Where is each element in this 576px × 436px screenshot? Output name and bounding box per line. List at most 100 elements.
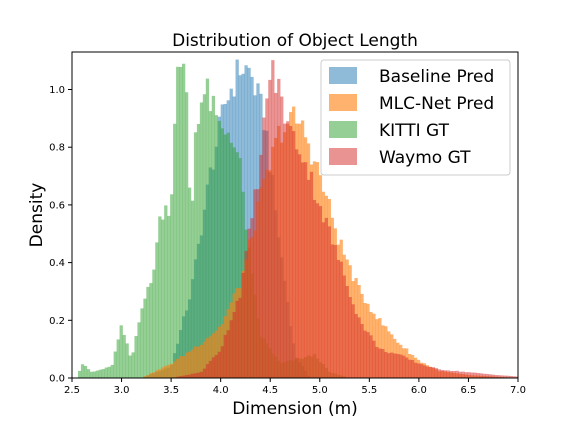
- histogram-bar: [131, 352, 134, 378]
- histogram-bar: [143, 299, 146, 378]
- histogram-bar: [325, 218, 328, 378]
- histogram-bar: [473, 373, 476, 378]
- histogram-bar: [253, 189, 256, 378]
- histogram-bar: [357, 317, 360, 378]
- histogram-bar: [194, 373, 197, 378]
- histogram-bar: [203, 369, 206, 378]
- histogram-bar: [134, 336, 137, 378]
- histogram-bar: [197, 373, 200, 378]
- histogram-bar: [405, 358, 408, 378]
- histogram-bar: [161, 220, 164, 378]
- histogram-bar: [194, 132, 197, 378]
- histogram-bar: [256, 189, 259, 378]
- histogram-bar: [289, 126, 292, 378]
- histogram-bar: [182, 64, 185, 378]
- histogram-bar: [173, 124, 176, 378]
- histogram-bar: [185, 353, 188, 378]
- histogram-bar: [185, 92, 188, 378]
- histogram-bar: [137, 322, 140, 378]
- histogram-bar: [188, 352, 191, 378]
- histogram-bar: [170, 364, 173, 378]
- histogram-bar: [244, 251, 247, 378]
- histogram-bar: [464, 372, 467, 378]
- histogram-bar: [173, 361, 176, 378]
- histogram-bar: [203, 94, 206, 378]
- histogram-bar: [441, 370, 444, 378]
- histogram-bar: [307, 180, 310, 378]
- histogram-bar: [417, 363, 420, 378]
- histogram-bar: [176, 359, 179, 378]
- histogram-bar: [170, 194, 173, 378]
- histogram-bar: [349, 297, 352, 378]
- histogram-bar: [393, 353, 396, 378]
- histogram-bar: [304, 162, 307, 378]
- histogram-bar: [111, 365, 114, 378]
- histogram-bar: [444, 370, 447, 378]
- histogram-bar: [334, 245, 337, 378]
- legend-label: Waymo GT: [379, 148, 471, 168]
- histogram-bar: [102, 369, 105, 378]
- histogram-bar: [476, 373, 479, 378]
- histogram-bar: [209, 361, 212, 378]
- histogram-bar: [414, 363, 417, 378]
- histogram-bar: [292, 131, 295, 378]
- x-tick-label: 7.0: [510, 385, 526, 396]
- histogram-bar: [301, 162, 304, 378]
- y-tick-label: 0.6: [49, 200, 65, 211]
- histogram-bar: [429, 367, 432, 378]
- histogram-bar: [84, 366, 87, 378]
- histogram-bar: [274, 93, 277, 378]
- histogram-bar: [420, 364, 423, 378]
- histogram-bar: [114, 352, 117, 378]
- histogram-bar: [117, 339, 120, 378]
- histogram-bar: [423, 365, 426, 378]
- histogram-bar: [435, 368, 438, 378]
- histogram-bar: [247, 229, 250, 378]
- histogram-bar: [167, 216, 170, 378]
- histogram-bar: [340, 262, 343, 378]
- histogram-bar: [99, 370, 102, 378]
- legend-label: Baseline Pred: [379, 67, 494, 87]
- x-axis-label: Dimension (m): [232, 399, 358, 419]
- histogram-bar: [283, 124, 286, 378]
- histogram-bar: [331, 244, 334, 378]
- histogram-bar: [271, 60, 274, 378]
- histogram-bar: [491, 375, 494, 378]
- histogram-bar: [447, 370, 450, 378]
- histogram-bar: [179, 356, 182, 378]
- histogram-bar: [337, 260, 340, 378]
- histogram-bar: [390, 353, 393, 378]
- histogram-bar: [369, 335, 372, 378]
- histogram-bar: [259, 155, 262, 378]
- histogram-bar: [194, 346, 197, 378]
- histogram-bar: [152, 270, 155, 378]
- histogram-bar: [316, 203, 319, 378]
- histogram-bar: [233, 312, 236, 378]
- histogram-bar: [459, 372, 462, 378]
- histogram-bar: [182, 356, 185, 378]
- histogram-bar: [78, 371, 81, 378]
- histogram-bar: [191, 374, 194, 378]
- histogram-bar: [218, 352, 221, 378]
- y-tick-label: 0.8: [49, 143, 65, 154]
- histogram-bar: [363, 331, 366, 378]
- x-tick-label: 6.5: [460, 385, 476, 396]
- x-tick-label: 5.5: [361, 385, 377, 396]
- histogram-bar: [224, 335, 227, 378]
- histogram-bar: [146, 287, 149, 378]
- histogram-bar: [188, 375, 191, 378]
- x-tick-label: 6.0: [411, 385, 427, 396]
- histogram-bar: [488, 374, 491, 378]
- histogram-bar: [227, 330, 230, 378]
- y-axis-label: Density: [27, 183, 47, 248]
- histogram-bar: [236, 301, 239, 378]
- histogram-bar: [313, 200, 316, 378]
- histogram-bar: [479, 373, 482, 378]
- histogram-bar: [438, 369, 441, 378]
- histogram-bar: [319, 206, 322, 378]
- histogram-bar: [152, 372, 155, 378]
- histogram-bar: [158, 369, 161, 378]
- histogram-bar: [328, 226, 331, 378]
